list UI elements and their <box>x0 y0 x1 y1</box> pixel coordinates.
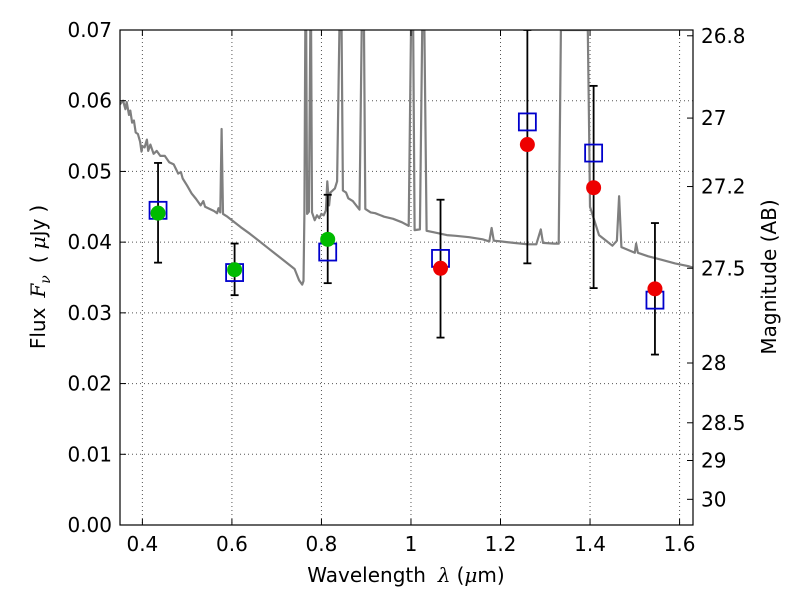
grid <box>120 30 693 525</box>
y-tick-label: 0.01 <box>67 442 112 466</box>
y-tick-label: 0.03 <box>67 301 112 325</box>
y2-tick-label: 28.5 <box>701 411 746 435</box>
model-box-layer <box>148 112 665 310</box>
y-tick-label: 0.06 <box>67 89 112 113</box>
plot-frame <box>119 29 694 526</box>
y2-tick-label: 26.8 <box>701 24 746 48</box>
x-tick-label: 0.6 <box>216 532 248 556</box>
point-layer <box>150 137 663 297</box>
spectrum-line <box>120 30 693 286</box>
green-data-point <box>227 262 243 278</box>
y2-tick-label: 27.2 <box>701 175 746 199</box>
green-data-point <box>320 231 336 247</box>
x-tick-label: 0.4 <box>126 532 158 556</box>
x-tick-label: 0.8 <box>306 532 338 556</box>
y-tick-label: 0.07 <box>67 18 112 42</box>
red-data-point <box>433 260 449 276</box>
x-tick-label: 1 <box>405 532 418 556</box>
y2-tick-label: 30 <box>701 487 726 511</box>
y-tick-label: 0.05 <box>67 159 112 183</box>
ticks: 0.4 0.6 0.8 1 1.2 1.4 1.6 0.00 0.01 0.02 0.03 0.04 0… <box>67 18 745 556</box>
y-axis-label: FluxFν(μJy) <box>26 205 54 349</box>
y-tick-label: 0.00 <box>67 513 112 537</box>
green-data-point <box>150 205 166 221</box>
y-tick-label: 0.02 <box>67 372 112 396</box>
spectrum-layer <box>120 30 693 286</box>
x-tick-label: 1.2 <box>485 532 517 556</box>
red-data-point <box>647 281 663 297</box>
y2-tick-label: 27.5 <box>701 256 746 280</box>
model-photometry-box <box>517 112 537 132</box>
x-tick-label: 1.6 <box>664 532 696 556</box>
model-photometry-box <box>584 143 604 163</box>
y-tick-label: 0.04 <box>67 230 112 254</box>
red-data-point <box>519 137 535 153</box>
y2-tick-label: 27 <box>701 106 726 130</box>
red-data-point <box>586 180 602 196</box>
x-tick-label: 1.4 <box>574 532 606 556</box>
y2-tick-label: 29 <box>701 449 726 473</box>
x-axis-label: Wavelength λ (μm) <box>307 563 504 587</box>
y2-tick-label: 28 <box>701 351 726 375</box>
y2-axis-label: Magnitude (AB) <box>757 199 781 354</box>
